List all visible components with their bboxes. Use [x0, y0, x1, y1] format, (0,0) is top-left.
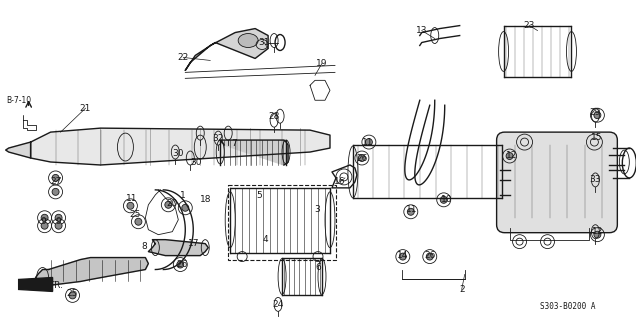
- Text: 4: 4: [262, 235, 268, 244]
- Text: 20: 20: [167, 199, 178, 208]
- Circle shape: [41, 222, 48, 229]
- Polygon shape: [6, 142, 31, 158]
- Circle shape: [55, 222, 62, 229]
- Text: 23: 23: [524, 21, 535, 30]
- Text: 24: 24: [273, 300, 283, 309]
- Polygon shape: [31, 128, 330, 165]
- Text: 19: 19: [316, 59, 328, 68]
- Text: 21: 21: [80, 104, 91, 113]
- Text: 16: 16: [334, 177, 346, 187]
- Text: 13: 13: [416, 26, 427, 35]
- Text: 5: 5: [256, 191, 262, 200]
- Circle shape: [55, 214, 62, 221]
- Text: 18: 18: [199, 195, 211, 204]
- Text: 3: 3: [314, 205, 320, 214]
- Circle shape: [127, 202, 134, 209]
- Polygon shape: [148, 240, 208, 256]
- Text: S303-B0200 A: S303-B0200 A: [540, 302, 596, 311]
- Circle shape: [182, 204, 189, 211]
- Text: 17: 17: [187, 239, 199, 248]
- Text: 33: 33: [590, 175, 601, 184]
- Circle shape: [506, 153, 513, 159]
- Text: 6: 6: [315, 263, 321, 272]
- Text: 7: 7: [231, 139, 237, 148]
- Circle shape: [594, 112, 601, 119]
- Text: 14: 14: [397, 251, 408, 260]
- Text: 26: 26: [176, 260, 188, 269]
- Text: 25: 25: [67, 289, 78, 298]
- Circle shape: [426, 253, 433, 260]
- Circle shape: [407, 208, 414, 215]
- Polygon shape: [185, 28, 268, 70]
- Text: 30: 30: [190, 158, 202, 167]
- Text: 12: 12: [592, 227, 603, 236]
- Text: 32: 32: [213, 133, 224, 143]
- Circle shape: [594, 231, 601, 238]
- Text: 22: 22: [178, 53, 189, 62]
- Circle shape: [366, 139, 373, 146]
- Circle shape: [52, 174, 59, 181]
- Text: FR.: FR.: [48, 281, 62, 290]
- Text: 27: 27: [50, 177, 61, 187]
- FancyBboxPatch shape: [497, 132, 617, 233]
- Text: B-7-10: B-7-10: [6, 96, 31, 105]
- Text: 26: 26: [424, 251, 436, 260]
- Ellipse shape: [238, 34, 258, 47]
- Text: 28: 28: [268, 112, 280, 121]
- Circle shape: [177, 261, 184, 268]
- Text: 31: 31: [259, 38, 270, 47]
- Text: 12: 12: [506, 150, 517, 160]
- Text: 11: 11: [362, 138, 374, 147]
- Circle shape: [165, 201, 172, 208]
- Circle shape: [399, 253, 406, 260]
- Text: 2: 2: [459, 285, 464, 294]
- Circle shape: [440, 196, 447, 203]
- Circle shape: [52, 188, 59, 195]
- Text: 9: 9: [55, 217, 61, 226]
- Polygon shape: [220, 140, 288, 165]
- Circle shape: [135, 218, 142, 225]
- Circle shape: [359, 155, 366, 162]
- Text: 15: 15: [590, 132, 602, 141]
- Circle shape: [69, 292, 76, 299]
- Circle shape: [41, 214, 48, 221]
- Text: 11: 11: [406, 205, 417, 214]
- Polygon shape: [36, 258, 148, 285]
- Text: 10: 10: [441, 195, 452, 204]
- Text: 11: 11: [125, 194, 137, 203]
- Text: 30: 30: [173, 148, 184, 157]
- Text: 26: 26: [356, 154, 368, 163]
- Bar: [228, 185, 336, 260]
- Polygon shape: [18, 277, 53, 292]
- Text: 8: 8: [141, 242, 147, 251]
- Text: 29: 29: [590, 108, 601, 117]
- Text: 25: 25: [130, 210, 141, 219]
- Text: 1: 1: [180, 191, 186, 200]
- Text: 9: 9: [41, 217, 47, 226]
